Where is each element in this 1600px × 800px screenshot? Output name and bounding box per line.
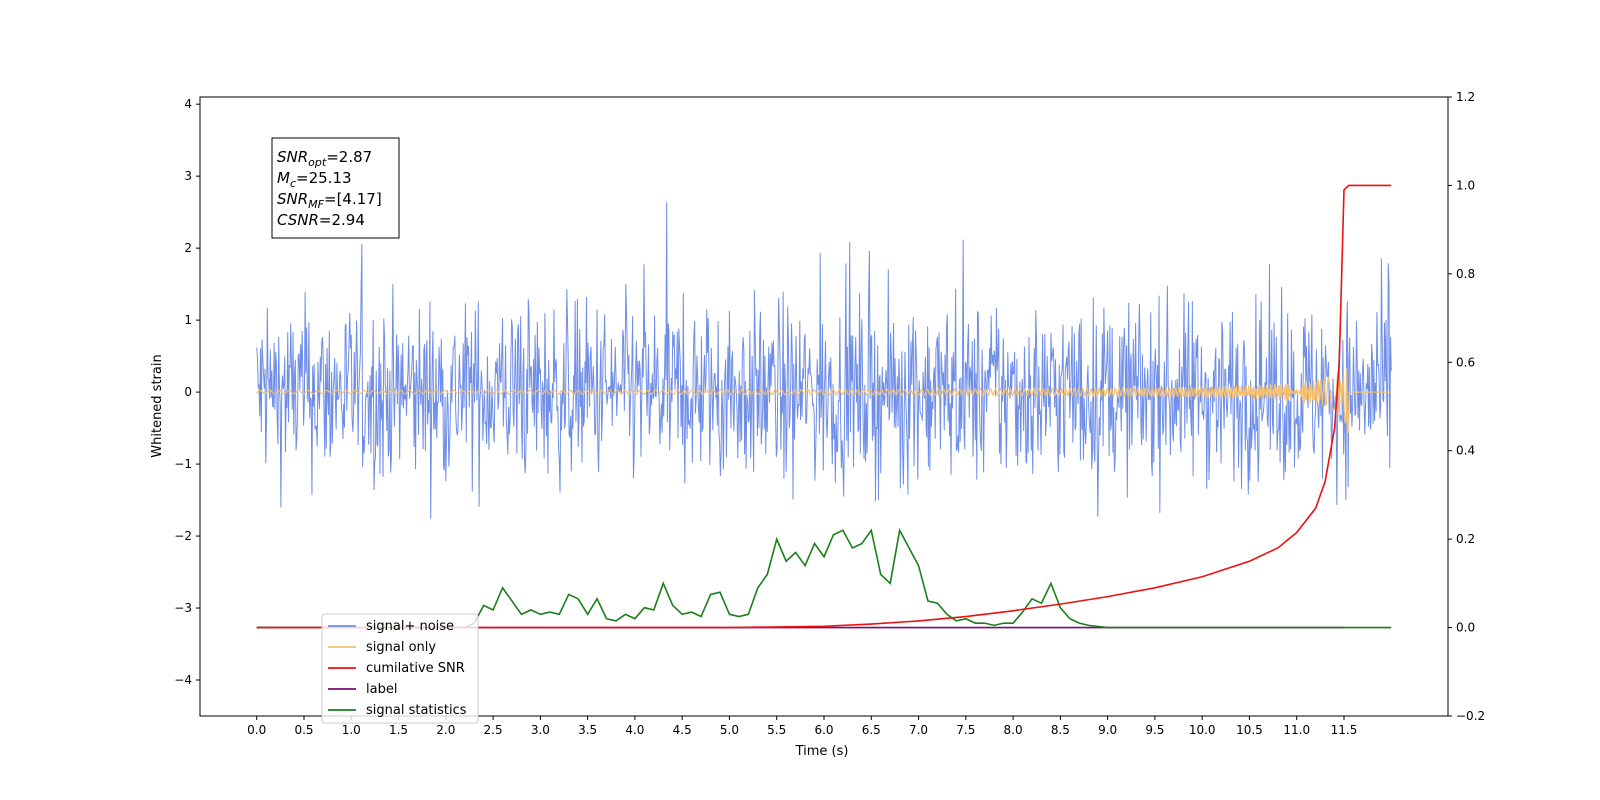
x-tick-label: 10.5 bbox=[1236, 723, 1263, 737]
x-tick-label: 5.0 bbox=[720, 723, 739, 737]
y2-tick-label: 0.0 bbox=[1456, 621, 1475, 635]
y2-tick-label: −0.2 bbox=[1456, 709, 1485, 723]
plot-area bbox=[256, 184, 1392, 629]
y-tick-label: 4 bbox=[184, 97, 192, 111]
x-tick-label: 1.0 bbox=[342, 723, 361, 737]
y-tick-label: −2 bbox=[174, 529, 192, 543]
x-tick-label: 11.5 bbox=[1331, 723, 1358, 737]
x-tick-label: 2.0 bbox=[436, 723, 455, 737]
y-tick-label: 1 bbox=[184, 313, 192, 327]
x-axis-label: Time (s) bbox=[795, 744, 849, 759]
y-tick-label: −4 bbox=[174, 673, 192, 687]
y-tick-label: 3 bbox=[184, 169, 192, 183]
x-tick-label: 4.0 bbox=[625, 723, 644, 737]
x-tick-label: 6.5 bbox=[862, 723, 881, 737]
y-tick-label: −1 bbox=[174, 457, 192, 471]
y-axis-label: Whitened strain bbox=[150, 354, 165, 457]
legend-item-label: label bbox=[328, 682, 397, 697]
y-tick-label: 0 bbox=[184, 385, 192, 399]
x-tick-label: 2.5 bbox=[484, 723, 503, 737]
annotation-line: SNRopt=2.87 bbox=[277, 148, 372, 169]
y2-tick-label: 0.8 bbox=[1456, 267, 1475, 281]
y2-tick-label: 0.6 bbox=[1456, 355, 1475, 369]
legend: signal+ noise signal only cumilative SNR la… bbox=[321, 613, 479, 724]
x-tick-label: 3.0 bbox=[531, 723, 550, 737]
x-tick-label: 3.5 bbox=[578, 723, 597, 737]
x-tick-label: 6.0 bbox=[814, 723, 833, 737]
series-signal-statistics-line bbox=[256, 527, 1392, 629]
legend-label: cumilative SNR bbox=[366, 661, 465, 676]
x-axis-ticks: 0.0 0.5 1.0 1.5 2.0 2.5 3.0 3.5 4.0 4.5 5.0 5.5 6.0 6… bbox=[247, 716, 1357, 737]
x-tick-label: 11.0 bbox=[1283, 723, 1310, 737]
series-cumulative-snr-line bbox=[256, 184, 1392, 629]
x-tick-label: 7.0 bbox=[909, 723, 928, 737]
y2-tick-label: 1.2 bbox=[1456, 90, 1475, 104]
x-tick-label: 9.0 bbox=[1098, 723, 1117, 737]
legend-item-signal-statistics: signal statistics bbox=[328, 703, 467, 718]
annotation-line: SNRMF=[4.17] bbox=[277, 190, 382, 211]
y2-tick-label: 1.0 bbox=[1456, 178, 1475, 192]
legend-label: signal only bbox=[366, 640, 436, 655]
legend-label: signal statistics bbox=[366, 703, 467, 718]
legend-frame bbox=[321, 613, 479, 724]
legend-item-cumulative-snr: cumilative SNR bbox=[328, 661, 465, 676]
x-tick-label: 4.5 bbox=[673, 723, 692, 737]
y2-tick-label: 0.2 bbox=[1456, 532, 1475, 546]
y-tick-label: 2 bbox=[184, 241, 192, 255]
y2-tick-label: 0.4 bbox=[1456, 444, 1475, 458]
y-axis-ticks: 4 3 2 1 0 −1 −2 −3 −4 bbox=[174, 97, 200, 687]
x-tick-label: 1.5 bbox=[389, 723, 408, 737]
legend-label: signal+ noise bbox=[366, 619, 454, 634]
annotation-line: Mc=25.13 bbox=[277, 169, 352, 190]
series-signal-only-line bbox=[256, 368, 1392, 434]
annotation-frame bbox=[271, 137, 400, 239]
series-signal-noise-line bbox=[256, 202, 1392, 519]
annotation-line: CSNR=2.94 bbox=[277, 211, 365, 229]
x-tick-label: 9.5 bbox=[1145, 723, 1164, 737]
x-tick-label: 10.0 bbox=[1189, 723, 1216, 737]
legend-item-signal-only: signal only bbox=[328, 640, 436, 655]
x-tick-label: 8.5 bbox=[1051, 723, 1070, 737]
x-tick-label: 5.5 bbox=[767, 723, 786, 737]
x-tick-label: 7.5 bbox=[956, 723, 975, 737]
x-tick-label: 8.0 bbox=[1004, 723, 1023, 737]
y2-axis-ticks: 1.2 1.0 0.8 0.6 0.4 0.2 0.0 −0.2 bbox=[1448, 90, 1485, 723]
x-tick-label: 0.5 bbox=[294, 723, 313, 737]
y-tick-label: −3 bbox=[174, 601, 192, 615]
legend-item-signal-noise: signal+ noise bbox=[328, 619, 454, 634]
legend-label: label bbox=[366, 682, 397, 697]
x-tick-label: 0.0 bbox=[247, 723, 266, 737]
